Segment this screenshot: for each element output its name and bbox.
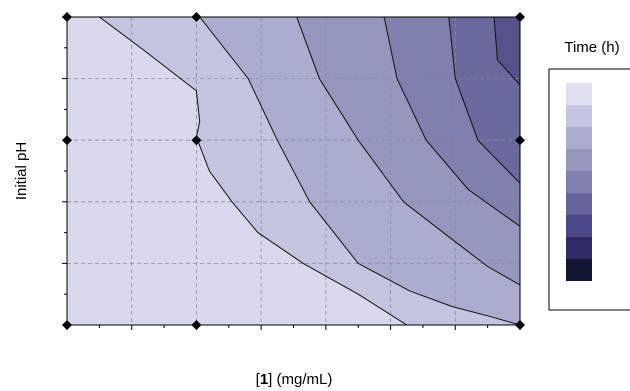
legend-swatch-2 xyxy=(566,127,592,149)
legend-swatch-7 xyxy=(566,237,592,259)
x-axis-label-bold: 1 xyxy=(260,371,268,388)
x-axis-label: [1] (mg/mL) xyxy=(256,371,333,388)
legend-swatch-5 xyxy=(566,193,592,215)
contour-line-4 xyxy=(448,17,520,184)
legend-swatch-6 xyxy=(566,215,592,237)
legend-swatch-1 xyxy=(566,105,592,127)
grid xyxy=(67,17,520,325)
y-axis-label: Initial pH xyxy=(13,142,30,200)
legend-swatch-8 xyxy=(566,259,592,281)
x-axis xyxy=(66,325,521,330)
x-axis-label-suffix: ] (mg/mL) xyxy=(268,371,332,388)
legend-swatch-0 xyxy=(566,83,592,105)
legend-title: Time (h) xyxy=(564,39,619,56)
contour-line-1 xyxy=(199,17,520,325)
contour-line-2 xyxy=(296,17,520,286)
x-axis-label-prefix: [ xyxy=(256,371,261,388)
contour-line-5 xyxy=(493,17,520,86)
legend xyxy=(566,83,592,281)
contour-lines xyxy=(99,17,520,325)
design-point xyxy=(191,135,202,146)
contour-line-0 xyxy=(99,17,408,325)
y-axis xyxy=(62,16,67,326)
contour-fills xyxy=(67,17,520,325)
contour-region-5 xyxy=(448,17,520,325)
legend-swatch-3 xyxy=(566,149,592,171)
contour-line-3 xyxy=(383,17,520,227)
legend-swatch-4 xyxy=(566,171,592,193)
